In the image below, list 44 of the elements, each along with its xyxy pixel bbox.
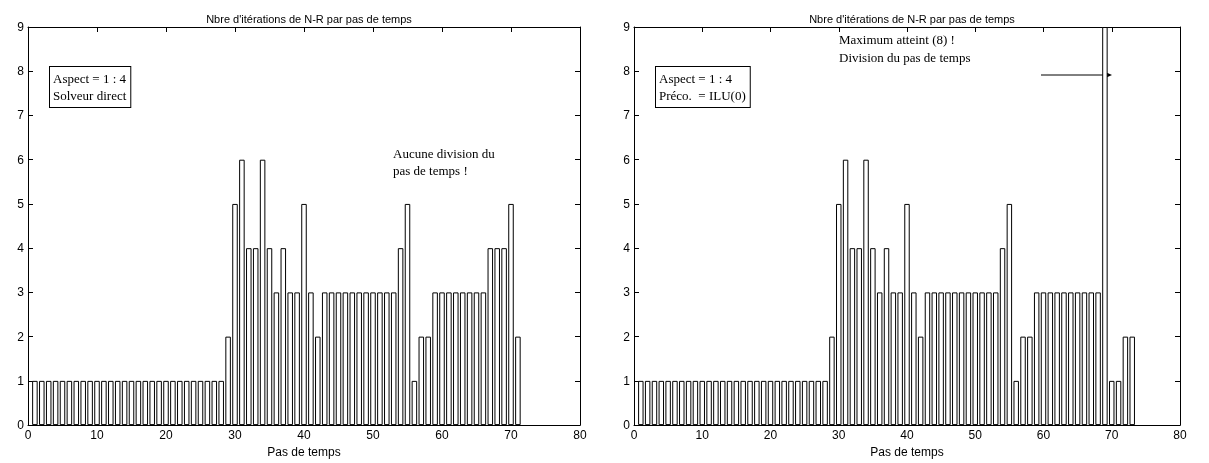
x-tick-label: 60 [435,428,449,443]
annotation: Maximum atteint (8) ! Division du pas de temps [839,31,971,65]
y-tick-label: 5 [17,196,25,211]
x-tick-label: 30 [832,428,846,443]
y-tick-label: 8 [623,64,631,79]
y-tick-label: 6 [17,152,25,167]
annotation: Aspect = 1 : 4 Préco. = ILU(0) [659,71,746,103]
x-tick-label: 60 [1036,428,1051,443]
x-axis-title: Pas de temps [267,445,341,459]
y-tick-label: 2 [623,329,631,344]
y-tick-label: 9 [623,20,631,34]
x-tick-label: 70 [1105,428,1119,443]
x-tick-label: 50 [366,428,380,443]
x-tick-label: 40 [900,428,914,443]
y-tick-label: 8 [17,64,25,79]
y-tick-label: 3 [623,285,631,300]
y-tick-label: 7 [623,108,631,123]
x-axis-title: Pas de temps [870,445,944,459]
x-tick-label: 10 [90,428,104,443]
y-tick-label: 4 [623,241,631,256]
y-tick-label: 3 [17,285,25,300]
y-tick-label: 4 [17,241,25,256]
y-tick-label: 9 [17,20,25,34]
y-tick-label: 1 [623,373,631,388]
x-tick-label: 20 [159,428,173,443]
chart-title: Nbre d'itérations de N-R par pas de temps [206,12,413,25]
y-tick-label: 5 [623,196,631,211]
annotation: Aucune division du pas de temps ! [393,146,496,178]
y-tick-label: 0 [623,418,631,433]
y-tick-label: 0 [17,418,25,433]
chart-title: Nbre d'itérations de N-R par pas de temps [809,12,1016,25]
x-tick-label: 40 [297,428,311,443]
x-tick-label: 20 [763,428,778,443]
x-tick-label: 30 [228,428,242,443]
y-tick-label: 6 [623,152,631,167]
x-tick-label: 70 [504,428,518,443]
x-tick-label: 80 [1173,428,1187,443]
y-tick-label: 7 [17,108,25,123]
x-tick-label: 10 [695,428,710,443]
x-tick-label: 50 [968,428,983,443]
x-tick-label: 80 [573,428,587,443]
y-tick-label: 1 [17,373,25,388]
annotation: Aspect = 1 : 4 Solveur direct [53,71,127,103]
y-tick-label: 2 [17,329,25,344]
